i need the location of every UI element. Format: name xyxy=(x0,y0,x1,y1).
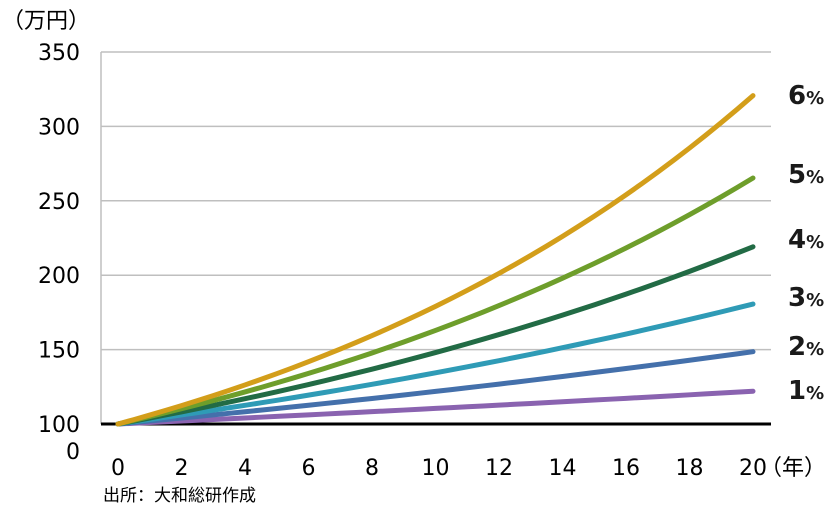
y-tick-100: 100 xyxy=(38,413,80,438)
source-note: 出所：大和総研作成 xyxy=(103,486,256,506)
series-line-6pct xyxy=(115,93,756,427)
series-line-2pct xyxy=(115,349,756,427)
x-tick-2: 2 xyxy=(175,456,189,481)
series-line-1pct xyxy=(115,388,756,427)
x-tick-10: 10 xyxy=(422,456,450,481)
x-tick-0: 0 xyxy=(111,456,125,481)
series-label-2pct: 2% xyxy=(788,332,824,362)
y-zero-label: 0 xyxy=(66,440,80,465)
y-tick-150: 150 xyxy=(38,339,80,364)
x-tick-labels: 0 2 4 6 8 10 12 14 16 18 20 xyxy=(111,456,767,481)
x-tick-6: 6 xyxy=(302,456,316,481)
x-tick-20: 20 xyxy=(739,456,767,481)
series-labels: 1% 2% 3% 4% 5% 6% xyxy=(788,81,824,406)
series-label-3pct: 3% xyxy=(788,283,824,313)
x-tick-4: 4 xyxy=(238,456,252,481)
x-unit-label: （年） xyxy=(760,456,826,481)
series-line-4pct xyxy=(115,244,756,427)
x-tick-8: 8 xyxy=(365,456,379,481)
gridlines xyxy=(101,51,771,351)
series-label-4pct: 4% xyxy=(788,225,824,255)
series-label-1pct: 1% xyxy=(788,376,824,406)
series-label-6pct: 6% xyxy=(788,81,824,111)
y-tick-250: 250 xyxy=(38,190,80,215)
series-line-3pct xyxy=(115,301,756,427)
y-tick-labels: 350 300 250 200 150 100 xyxy=(38,41,80,438)
y-tick-300: 300 xyxy=(38,115,80,140)
y-tick-200: 200 xyxy=(38,264,80,289)
x-tick-16: 16 xyxy=(612,456,640,481)
x-tick-18: 18 xyxy=(676,456,704,481)
y-unit-label: （万円） xyxy=(2,9,90,34)
x-tick-12: 12 xyxy=(485,456,513,481)
y-tick-350: 350 xyxy=(38,41,80,66)
x-tick-14: 14 xyxy=(549,456,577,481)
series-label-5pct: 5% xyxy=(788,160,824,190)
series-lines xyxy=(115,93,756,427)
series-line-5pct xyxy=(115,175,756,427)
